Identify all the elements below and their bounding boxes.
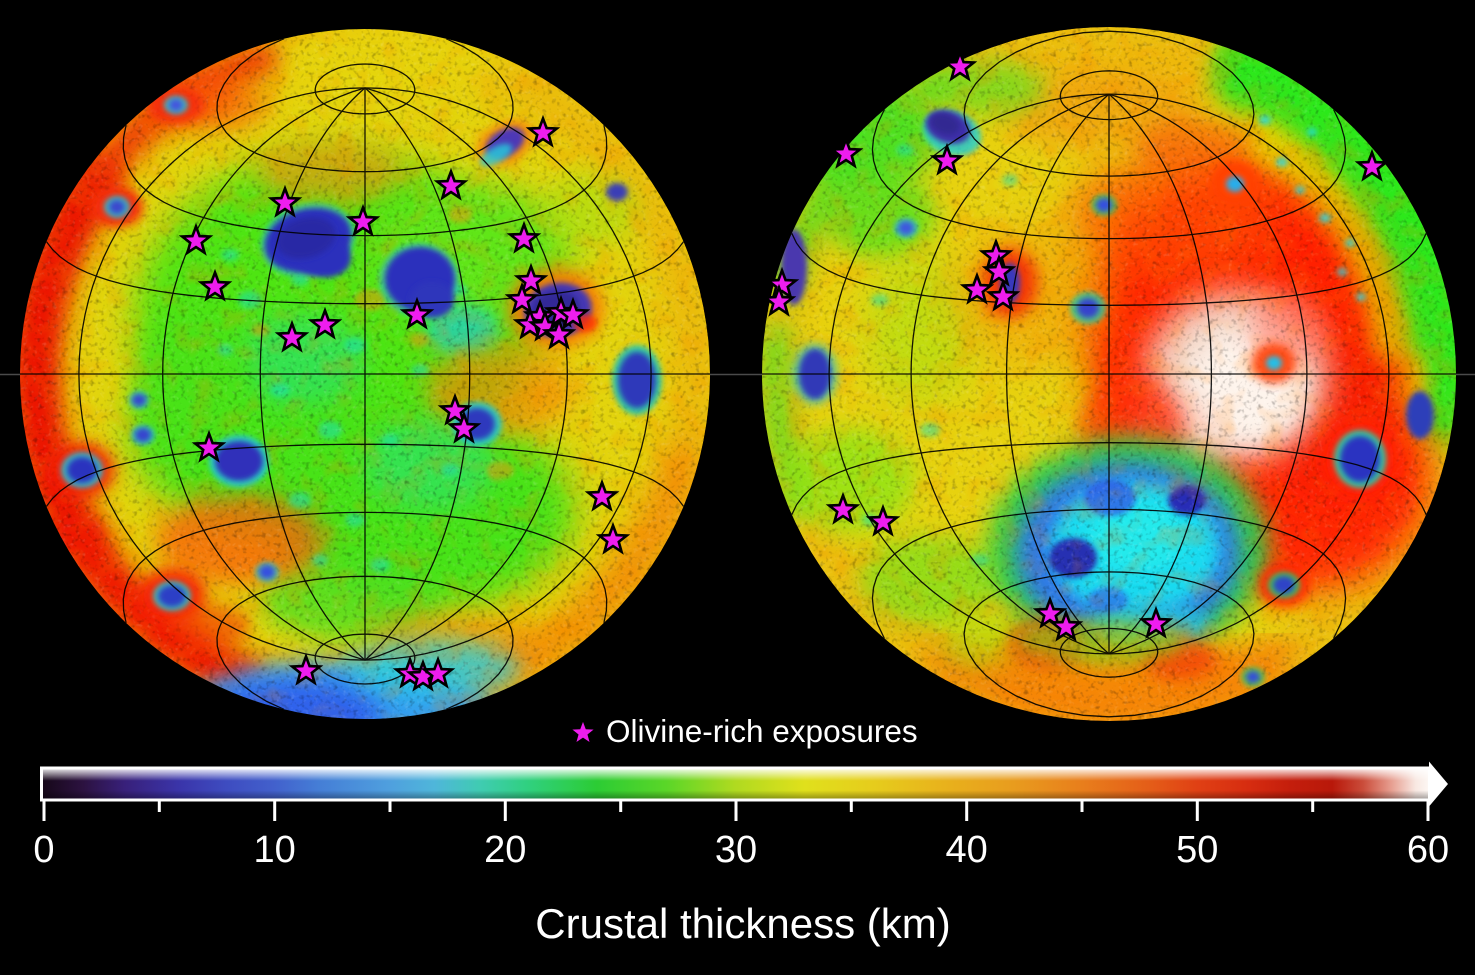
svg-text:30: 30 (715, 829, 757, 871)
svg-text:20: 20 (484, 829, 526, 871)
svg-text:Olivine-rich exposures: Olivine-rich exposures (606, 713, 918, 749)
svg-text:60: 60 (1407, 829, 1449, 871)
svg-text:50: 50 (1176, 829, 1218, 871)
svg-text:0: 0 (33, 829, 54, 871)
svg-text:40: 40 (946, 829, 988, 871)
svg-text:Crustal thickness (km): Crustal thickness (km) (535, 900, 950, 947)
svg-text:10: 10 (254, 829, 296, 871)
